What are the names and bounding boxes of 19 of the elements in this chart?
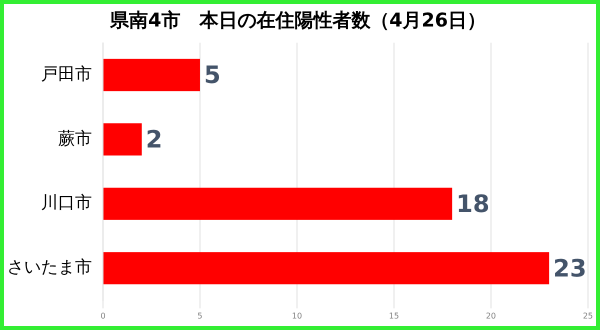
x-tick-label: 20 xyxy=(486,311,496,320)
bar xyxy=(104,252,550,284)
data-label: 2 xyxy=(146,126,162,154)
chart-title: 県南4市 本日の在住陽性者数（4月26日） xyxy=(109,9,486,32)
bar xyxy=(104,123,142,156)
y-tick-label: 川口市 xyxy=(41,193,92,214)
data-label: 23 xyxy=(553,254,587,282)
data-label: 5 xyxy=(204,61,221,90)
x-tick-label: 5 xyxy=(197,311,203,320)
x-tick-label: 25 xyxy=(582,311,594,320)
data-label: 18 xyxy=(456,190,490,218)
bar xyxy=(104,58,200,92)
bar xyxy=(104,188,452,220)
x-tick-label: 15 xyxy=(388,311,400,320)
x-tick-label: 10 xyxy=(292,311,302,320)
y-tick-label: 蕨市 xyxy=(58,128,92,149)
y-tick-label: 戸田市 xyxy=(41,64,92,84)
y-tick-label: さいたま市 xyxy=(7,258,92,278)
x-tick-label: 0 xyxy=(100,311,106,320)
